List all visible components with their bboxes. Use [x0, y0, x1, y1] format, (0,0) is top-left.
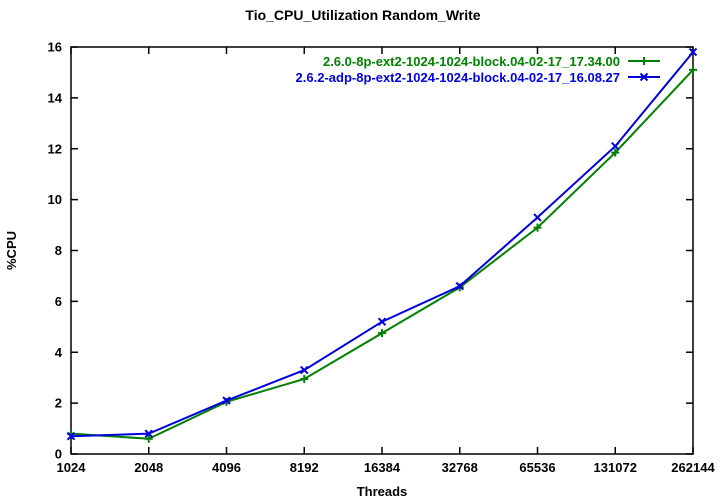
series-0-marker — [533, 223, 542, 232]
y-axis-title: %CPU — [4, 231, 19, 270]
series-line-1 — [70, 51, 694, 438]
x-tick-label: 8192 — [290, 460, 319, 475]
series-1-marker — [144, 429, 153, 438]
series-1-marker — [300, 365, 309, 375]
x-tick-label: 262144 — [671, 460, 715, 475]
y-tick-label: 10 — [48, 192, 62, 207]
series-line-0 — [70, 69, 694, 440]
series-1-marker — [533, 213, 542, 222]
series-1-marker — [222, 396, 231, 405]
y-tick-label: 8 — [55, 243, 62, 258]
x-tick-label: 131072 — [594, 460, 637, 475]
legend-sample-marker-1 — [639, 72, 649, 82]
x-tick-label: 2048 — [134, 460, 163, 475]
chart-title: Tio_CPU_Utilization Random_Write — [245, 7, 480, 23]
y-tick-label: 12 — [48, 141, 62, 156]
legend-label-1: 2.6.2-adp-8p-ext2-1024-1024-block.04-02-… — [296, 70, 620, 85]
plot-border — [70, 46, 694, 455]
x-tick-label: 16384 — [364, 460, 401, 475]
x-tick-label: 32768 — [442, 460, 478, 475]
series-1-marker — [455, 281, 464, 291]
x-tick-label: 4096 — [212, 460, 241, 475]
y-tick-label: 14 — [48, 90, 63, 105]
y-tick-label: 16 — [48, 40, 62, 55]
series-0-marker — [689, 65, 697, 74]
y-tick-label: 4 — [55, 345, 63, 360]
series-0-marker — [611, 148, 620, 157]
x-tick-label: 65536 — [519, 460, 555, 475]
series-1-marker — [377, 317, 387, 326]
series-0-marker — [378, 329, 386, 338]
y-tick-label: 0 — [55, 447, 62, 462]
series-1-marker — [66, 431, 76, 441]
series-1-marker — [611, 141, 620, 151]
series-0-marker — [144, 434, 153, 443]
y-tick-label: 6 — [55, 294, 62, 309]
legend-sample-marker-0 — [640, 57, 648, 65]
x-tick-label: 1024 — [57, 460, 87, 475]
series-1-marker — [688, 47, 698, 57]
y-tick-label: 2 — [55, 396, 62, 411]
legend-label-0: 2.6.0-8p-ext2-1024-1024-block.04-02-17_1… — [323, 54, 620, 69]
x-axis-title: Threads — [357, 484, 408, 499]
series-0-marker — [300, 374, 309, 383]
